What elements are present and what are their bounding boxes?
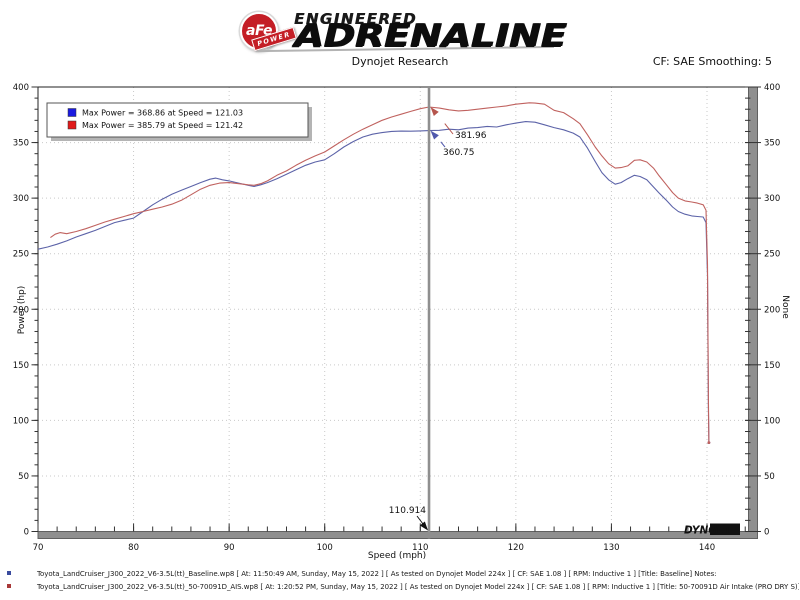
x-tick-label-80: 80 — [128, 543, 139, 553]
annotation-arrow-icon-1 — [430, 130, 439, 140]
legend-box — [46, 102, 309, 138]
y-axis-title-right: None — [780, 295, 790, 319]
y-tick-label-right-300: 300 — [764, 194, 780, 204]
x-axis-title: Speed (mph) — [368, 551, 426, 561]
x-tick-label-120: 120 — [508, 543, 524, 553]
legend-label-0: Max Power = 368.86 at Speed = 121.03 — [82, 109, 243, 118]
legend-swatch-0 — [67, 108, 77, 117]
logo-adrenaline-text: ADRENALINE — [294, 18, 567, 54]
y-tick-label-right-400: 400 — [764, 83, 780, 93]
dynojet-logo-jet: JET — [711, 524, 732, 536]
y-tick-label-right-50: 50 — [764, 472, 775, 482]
x-tick-label-70: 70 — [33, 543, 44, 553]
intake-bullet-icon — [7, 584, 11, 588]
dynojet-logo-jet-box — [710, 523, 740, 535]
y-tick-label-right-350: 350 — [764, 139, 780, 149]
sae-smoothing-setting: CF: SAE Smoothing: 5 — [652, 55, 772, 68]
y-axis-ticks — [31, 86, 761, 532]
cursor-speed-label: 110.914 — [389, 506, 426, 516]
logo-engineered-text: ENGINEERED — [294, 10, 417, 28]
legend-label-1: Max Power = 385.79 at Speed = 121.42 — [82, 121, 243, 130]
dynojet-logo-dyno: DYNO — [684, 525, 717, 537]
dynojet-research-title: Dynojet Research — [351, 55, 449, 68]
run-info-intake-text: Toyota_LandCruiser_J300_2022_V6-3.5L(tt)… — [37, 583, 799, 591]
series-end-marker-1 — [707, 441, 711, 444]
legend: Max Power = 368.86 at Speed = 121.03 Max … — [46, 102, 312, 141]
x-tick-label-100: 100 — [317, 543, 333, 553]
run-info-baseline: Toyota_LandCruiser_J300_2022_V6-3.5L(tt)… — [7, 570, 799, 582]
series-curve-1 — [50, 102, 710, 443]
run-info-intake: Toyota_LandCruiser_J300_2022_V6-3.5L(tt)… — [7, 583, 799, 595]
cursor-arrow-icon — [419, 521, 429, 531]
baseline-bullet-icon — [7, 571, 11, 575]
annotation-arrow-line-1 — [440, 141, 446, 148]
y-tick-label-left-300: 300 — [13, 194, 29, 204]
x-tick-label-90: 90 — [224, 543, 235, 553]
y-tick-label-left-250: 250 — [13, 250, 29, 260]
y-tick-label-left-0: 0 — [24, 528, 29, 538]
y-tick-label-left-150: 150 — [13, 361, 29, 371]
x-tick-label-140: 140 — [699, 543, 715, 553]
x-tick-label-110: 110 — [412, 543, 428, 553]
y-tick-label-right-250: 250 — [764, 250, 780, 260]
gridlines — [38, 87, 748, 532]
y-tick-label-left-350: 350 — [13, 139, 29, 149]
right-axis-bar — [748, 86, 758, 539]
run-info-baseline-text: Toyota_LandCruiser_J300_2022_V6-3.5L(tt)… — [37, 570, 717, 578]
series-curve-0 — [37, 121, 710, 443]
annotation-value-0: 381.96 — [455, 131, 487, 141]
y-tick-label-right-150: 150 — [764, 361, 780, 371]
legend-swatch-1 — [67, 120, 77, 130]
y-tick-label-left-50: 50 — [18, 472, 29, 482]
report-header: aFe POWER ENGINEERED ADRENALINE Dynojet … — [0, 0, 800, 72]
y-tick-label-left-400: 400 — [13, 83, 29, 93]
y-tick-label-right-0: 0 — [764, 528, 769, 538]
bottom-axis-bar — [37, 531, 758, 539]
y-tick-label-left-100: 100 — [13, 416, 29, 426]
annotation-value-1: 360.75 — [443, 148, 475, 158]
annotation-arrow-line-0 — [444, 123, 454, 135]
annotation-arrow-icon-0 — [430, 107, 439, 117]
y-tick-label-right-200: 200 — [764, 305, 780, 315]
x-tick-label-130: 130 — [603, 543, 619, 553]
y-axis-title-left: Power (hp) — [17, 286, 27, 335]
y-tick-label-right-100: 100 — [764, 416, 780, 426]
x-axis-ticks — [37, 523, 746, 532]
y-tick-label-left-200: 200 — [13, 305, 29, 315]
